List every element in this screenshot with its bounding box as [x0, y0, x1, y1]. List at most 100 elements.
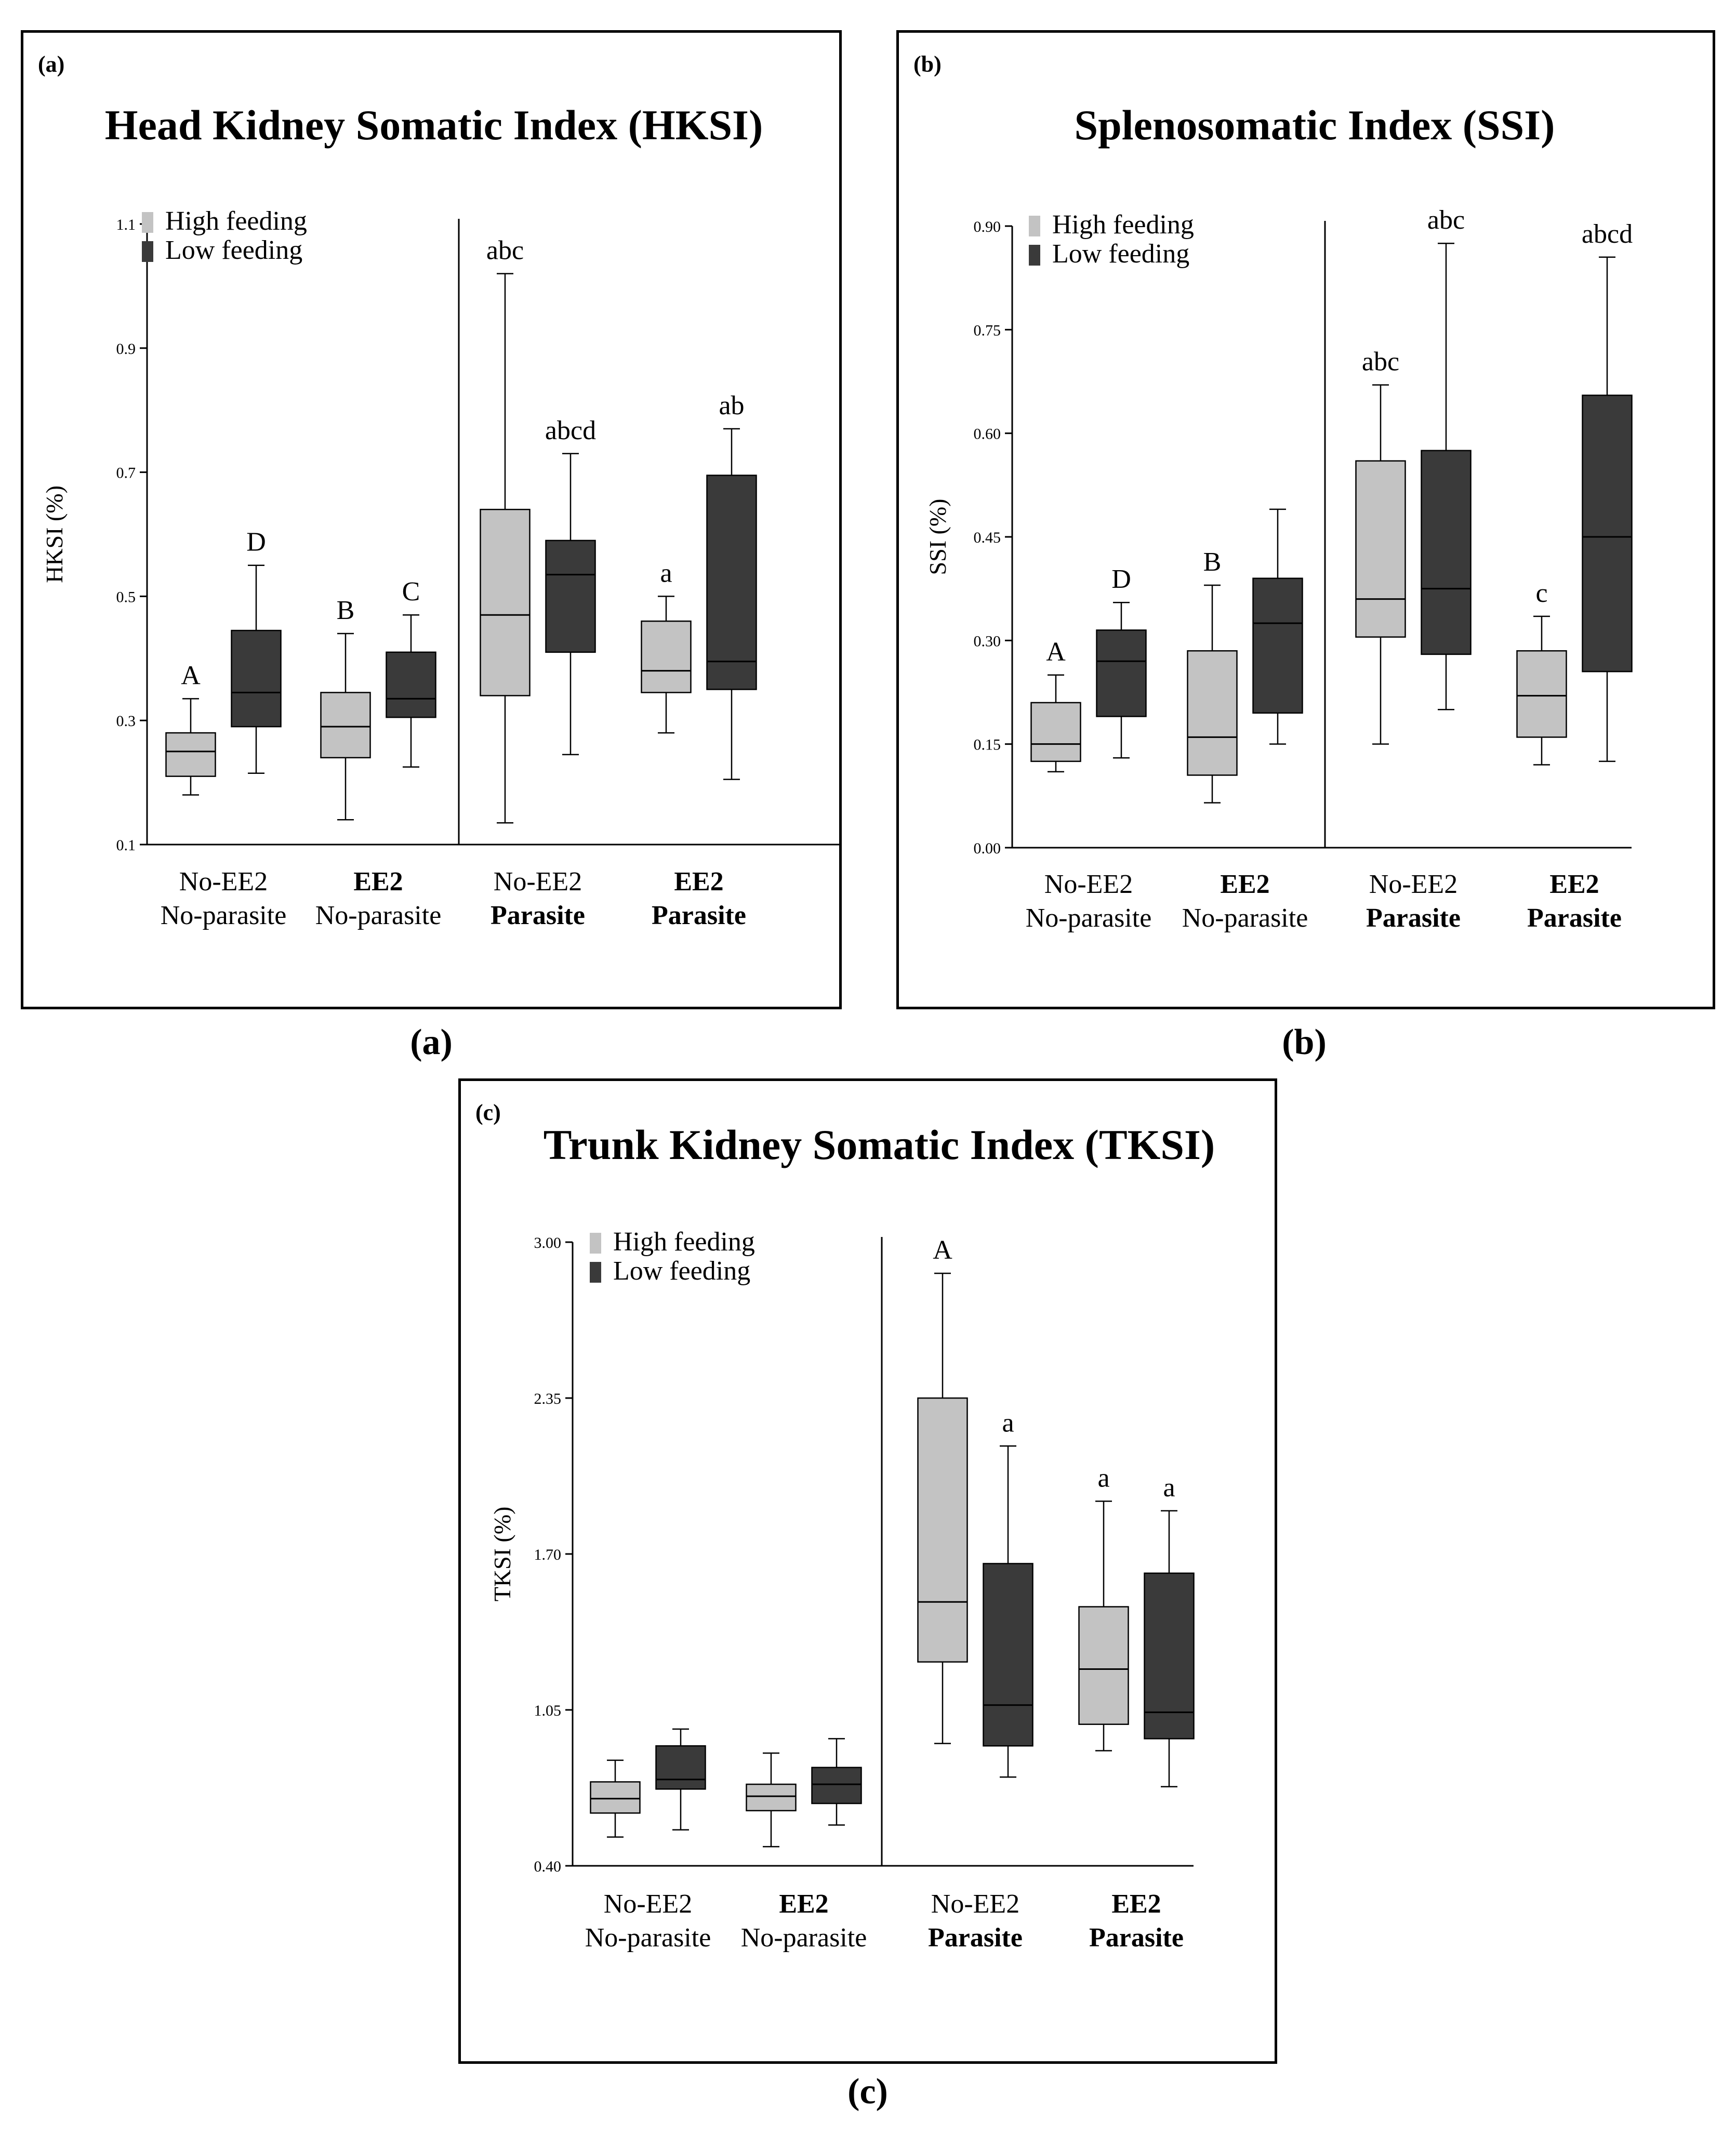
x-group-label-line1: No-EE2	[1044, 870, 1133, 899]
x-group-label-line1: No-EE2	[604, 1889, 692, 1919]
y-tick-label: 0.1	[116, 837, 136, 854]
chart-title: Trunk Kidney Somatic Index (TKSI)	[544, 1121, 1215, 1168]
significance-letter: a	[1097, 1463, 1109, 1493]
x-group-label-line1: No-EE2	[494, 867, 582, 897]
significance-letter: A	[181, 661, 201, 690]
legend-label: Low feeding	[165, 235, 302, 265]
significance-letter: A	[1046, 637, 1066, 667]
significance-letter: abcd	[1582, 219, 1633, 249]
x-group-label-line2: No-parasite	[315, 901, 442, 930]
y-tick-label: 1.70	[534, 1546, 562, 1563]
box-iqr	[231, 629, 282, 728]
x-group-label-line2: Parasite	[652, 901, 746, 930]
y-tick-label: 0.30	[974, 633, 1001, 650]
y-tick-label: 0.15	[974, 736, 1001, 754]
ssi-boxplot: (b) Splenosomatic Index (SSI) 0.00 0.15 0.30…	[913, 51, 1633, 933]
chart-panel-hksi: (a) Head Kidney Somatic Index (HKSI) 0.1 0.…	[21, 30, 842, 1009]
box-iqr	[917, 1397, 968, 1663]
y-axis-label: TKSI (%)	[489, 1507, 515, 1602]
box-iqr	[165, 732, 216, 777]
y-axis-label: SSI (%)	[924, 499, 951, 575]
tksi-boxplot: (c) Trunk Kidney Somatic Index (TKSI) 0.40…	[475, 1100, 1215, 1953]
significance-letter: abcd	[545, 416, 596, 445]
y-tick-label: 0.45	[974, 529, 1001, 546]
legend-swatch	[590, 1262, 601, 1283]
legend-label: Low feeding	[1052, 239, 1189, 269]
box-iqr	[746, 1783, 797, 1812]
panel-tag: (b)	[913, 51, 942, 77]
chart-title: Head Kidney Somatic Index (HKSI)	[105, 101, 763, 149]
box-iqr	[480, 508, 531, 696]
x-group-label-line2: No-parasite	[585, 1923, 711, 1953]
x-group-label-line1: EE2	[779, 1889, 828, 1919]
x-group-label-line1: EE2	[1111, 1889, 1161, 1919]
box-iqr	[590, 1781, 641, 1814]
box-iqr	[545, 539, 596, 653]
legend-label: High feeding	[613, 1227, 755, 1257]
significance-letter: D	[1111, 564, 1131, 594]
legend-label: Low feeding	[613, 1256, 750, 1286]
chart-panel-tksi: (c) Trunk Kidney Somatic Index (TKSI) 0.40…	[458, 1078, 1277, 2064]
significance-letter: B	[1203, 547, 1222, 577]
x-group-label-line2: Parasite	[1527, 903, 1622, 933]
x-group-label-line2: Parasite	[928, 1923, 1023, 1953]
significance-letter: a	[660, 558, 672, 588]
significance-letter: c	[1535, 578, 1547, 608]
x-group-label-line1: No-EE2	[931, 1889, 1019, 1919]
box-iqr	[1516, 650, 1567, 738]
box-iqr	[1030, 702, 1081, 762]
box-iqr	[1355, 460, 1406, 638]
box-iqr	[320, 692, 371, 759]
caption-b: (b)	[1282, 1022, 1327, 1062]
x-group-label-line1: No-EE2	[179, 867, 268, 897]
significance-letter: a	[1163, 1473, 1175, 1503]
chart-panel-ssi: (b) Splenosomatic Index (SSI) 0.00 0.15 0.30…	[896, 30, 1715, 1009]
legend-label: High feeding	[165, 206, 307, 236]
legend-label: High feeding	[1052, 210, 1194, 240]
x-group-label-line1: No-EE2	[1369, 870, 1457, 899]
hksi-boxplot: (a) Head Kidney Somatic Index (HKSI) 0.1 0.…	[38, 51, 842, 930]
box-iqr	[1582, 394, 1633, 673]
x-group-label-line2: No-parasite	[741, 1923, 867, 1953]
box-iqr	[1187, 650, 1238, 776]
y-tick-label: 1.05	[534, 1702, 562, 1719]
box-iqr	[386, 651, 436, 718]
x-group-label-line1: EE2	[674, 867, 723, 897]
panel-tag: (a)	[38, 51, 64, 77]
box-iqr	[1096, 629, 1147, 717]
significance-letter: ab	[719, 391, 744, 420]
box-iqr	[1421, 450, 1472, 655]
box-iqr	[983, 1563, 1033, 1747]
x-group-label-line1: EE2	[1220, 870, 1269, 899]
box-iqr	[641, 620, 692, 693]
y-tick-label: 0.7	[116, 465, 136, 482]
significance-letter: a	[1002, 1408, 1014, 1438]
box-iqr	[706, 475, 757, 690]
x-group-label-line1: EE2	[1549, 870, 1599, 899]
significance-letter: abc	[1427, 205, 1465, 235]
y-tick-label: 3.00	[534, 1234, 562, 1252]
y-tick-label: 0.9	[116, 340, 136, 358]
legend-swatch	[1029, 245, 1040, 266]
legend-swatch	[1029, 216, 1040, 236]
panel-tag: (c)	[475, 1100, 501, 1125]
x-group-label-line2: Parasite	[1089, 1923, 1184, 1953]
legend-swatch	[142, 212, 153, 233]
chart-title: Splenosomatic Index (SSI)	[1075, 101, 1555, 149]
y-axis-label: HKSI (%)	[41, 485, 68, 583]
y-tick-label: 0.90	[974, 218, 1001, 235]
x-group-label-line2: No-parasite	[1182, 903, 1308, 933]
y-tick-label: 1.1	[116, 216, 136, 233]
significance-letter: A	[933, 1235, 952, 1265]
significance-letter: abc	[1362, 347, 1399, 377]
box-iqr	[655, 1745, 706, 1790]
x-group-label-line2: No-parasite	[161, 901, 287, 930]
legend-swatch	[142, 241, 153, 262]
x-group-label-line2: Parasite	[1366, 903, 1461, 933]
legend-swatch	[590, 1233, 601, 1254]
y-tick-label: 0.60	[974, 426, 1001, 443]
y-tick-label: 0.40	[534, 1858, 562, 1875]
box-iqr	[1078, 1606, 1129, 1725]
significance-letter: D	[246, 528, 266, 557]
y-tick-label: 0.5	[116, 588, 136, 605]
